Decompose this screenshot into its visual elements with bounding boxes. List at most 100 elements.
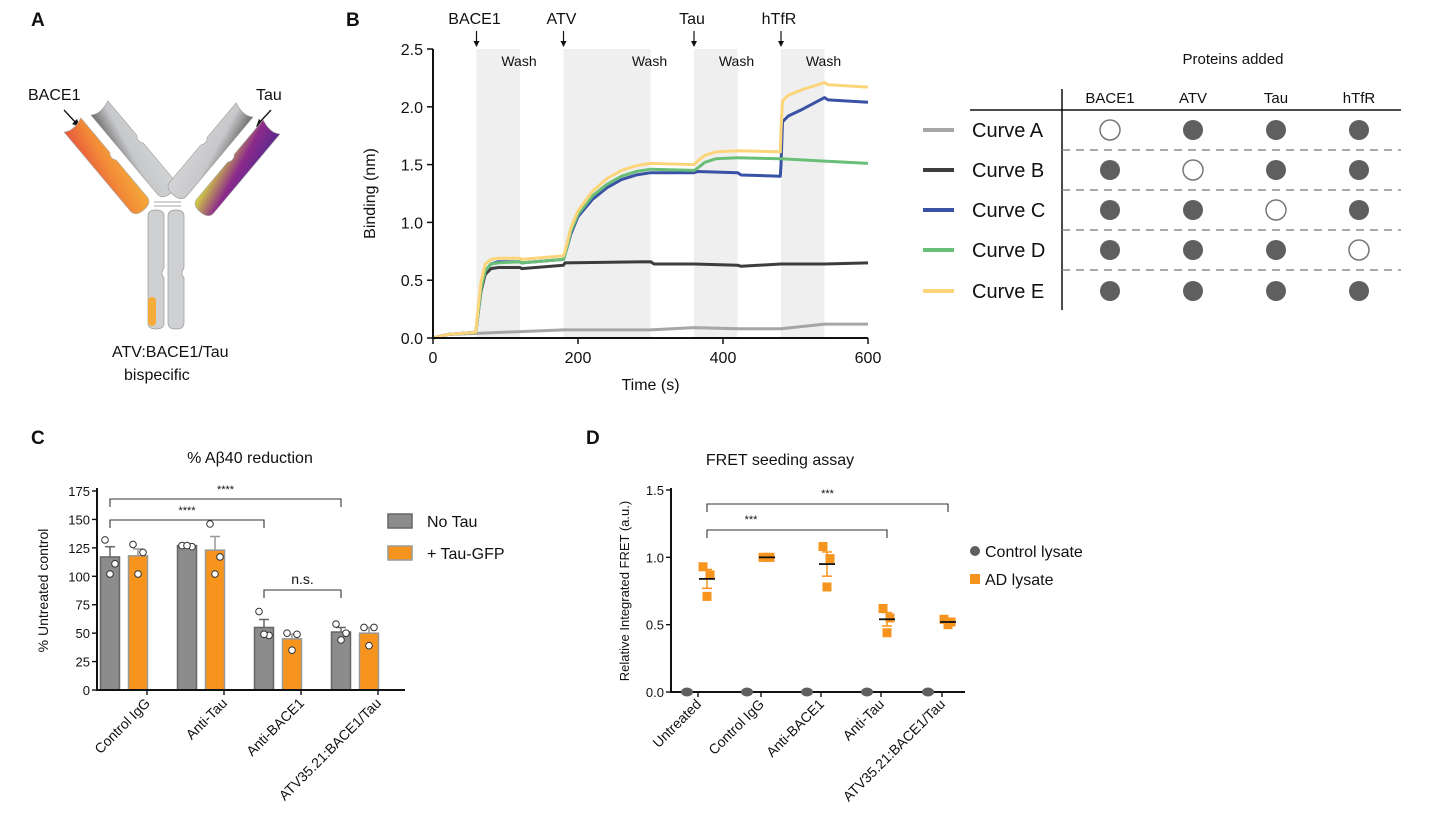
y-tick-label: 0.5 [401, 273, 423, 290]
data-point [332, 620, 340, 628]
bace1-light-chain [63, 117, 150, 215]
table-title: Proteins added [1183, 51, 1284, 68]
data-point [337, 636, 345, 644]
not-added-open-circle [1265, 199, 1287, 221]
step-label-atv: ATV [547, 11, 577, 28]
added-filled-circle [1349, 120, 1369, 140]
y-tick-label: 2.0 [401, 100, 423, 117]
ad-lysate-point [878, 604, 888, 614]
ad-lysate-point [882, 628, 892, 638]
added-filled-circle [1349, 281, 1369, 301]
data-point [342, 629, 350, 637]
bace1-label: BACE1 [28, 87, 81, 104]
x-tick-label: 600 [855, 350, 882, 367]
control-lysate-point [922, 687, 934, 697]
x-axis-title: Time (s) [621, 377, 679, 394]
significance-bracket [706, 529, 888, 538]
legend-swatch [387, 513, 413, 529]
significance-label: **** [217, 484, 235, 496]
column-header-tau: Tau [1264, 90, 1288, 107]
x-tick-label: 200 [565, 350, 592, 367]
added-filled-circle [1266, 120, 1286, 140]
data-point [365, 641, 373, 650]
atv-patch [148, 297, 156, 326]
significance-label: *** [821, 488, 835, 500]
ad-lysate-point [885, 613, 895, 623]
step-label-htfr: hTfR [762, 11, 797, 28]
ad-lysate-point [818, 542, 828, 552]
panel-d-letter: D [586, 428, 600, 449]
row-label: Curve C [972, 200, 1045, 222]
y-axis-title: Binding (nm) [362, 148, 379, 239]
wash-label: Wash [719, 53, 754, 69]
control-lysate-point [681, 687, 693, 697]
added-filled-circle [1349, 160, 1369, 180]
antibody-caption-line1: ATV:BACE1/Tau [112, 344, 229, 361]
data-point [283, 629, 291, 637]
step-arrow-head [778, 41, 784, 47]
data-point [211, 570, 219, 578]
data-point [255, 607, 263, 616]
step-arrow-head [560, 41, 567, 47]
not-added-open-circle [1348, 239, 1370, 261]
added-filled-circle [1183, 120, 1203, 140]
ad-lysate-point [939, 614, 949, 624]
panel-a-letter: A [31, 10, 45, 31]
ad-lysate-point [943, 620, 953, 630]
y-axis-title: Relative Integrated FRET (a.u.) [617, 501, 632, 681]
chart-b-binding: BACE1 ATV Tau hTfR Wash Wash Wash Wash 0.0 0.5 1.0… [362, 11, 882, 394]
association-step-band [563, 49, 651, 338]
y-tick-label: 150 [68, 512, 90, 527]
legend-label: Control lysate [985, 544, 1083, 561]
legend-label: + Tau-GFP [427, 546, 505, 563]
hinge [154, 201, 181, 207]
added-filled-circle [1100, 160, 1120, 180]
ad-lysate-point [705, 570, 715, 580]
significance-bracket [109, 498, 342, 507]
added-filled-circle [1100, 281, 1120, 301]
legend-swatch [387, 545, 413, 561]
y-tick-label: 1.0 [646, 550, 664, 565]
legend-label: No Tau [427, 514, 477, 531]
significance-label: *** [745, 514, 759, 526]
chart-title: FRET seeding assay [706, 452, 854, 469]
control-lysate-point [801, 687, 813, 697]
y-tick-label: 100 [68, 569, 90, 584]
control-lysate-point [741, 687, 753, 697]
not-added-open-circle [1182, 159, 1204, 181]
ad-lysate-point [825, 554, 835, 564]
significance-bracket [706, 503, 949, 512]
tau-light-chain [194, 119, 281, 217]
y-tick-label: 75 [76, 598, 90, 613]
added-filled-circle [1183, 281, 1203, 301]
y-tick-label: 1.5 [401, 158, 423, 175]
x-tick-label: Control IgG [705, 696, 767, 758]
proteins-added-table: Proteins added BACE1 ATV Tau hTfR Curve A Curv… [923, 51, 1401, 310]
added-filled-circle [1266, 281, 1286, 301]
data-point [134, 570, 142, 578]
data-point [260, 630, 268, 639]
tau-label: Tau [256, 87, 282, 104]
wash-label: Wash [632, 53, 667, 69]
y-tick-label: 0.0 [646, 685, 664, 700]
panel-c-letter: C [31, 428, 45, 449]
y-axis-title: % Untreated control [35, 529, 51, 653]
ad-lysate-point [822, 582, 832, 592]
step-label-tau: Tau [679, 11, 705, 28]
significance-label: **** [178, 505, 196, 517]
step-arrow-head [691, 41, 697, 47]
data-point [139, 548, 147, 557]
x-tick-label: Untreated [649, 696, 704, 751]
row-label: Curve B [972, 160, 1044, 182]
data-point [183, 541, 191, 550]
y-tick-label: 25 [76, 655, 90, 670]
ad-lysate-point [698, 562, 708, 572]
legend-marker-ad-lysate [970, 574, 980, 584]
data-point [106, 570, 114, 578]
antibody-caption-line2: bispecific [124, 367, 190, 384]
control-lysate-point [861, 687, 873, 697]
significance-label: n.s. [291, 571, 314, 587]
data-point [288, 646, 296, 655]
association-step-band [694, 49, 738, 338]
